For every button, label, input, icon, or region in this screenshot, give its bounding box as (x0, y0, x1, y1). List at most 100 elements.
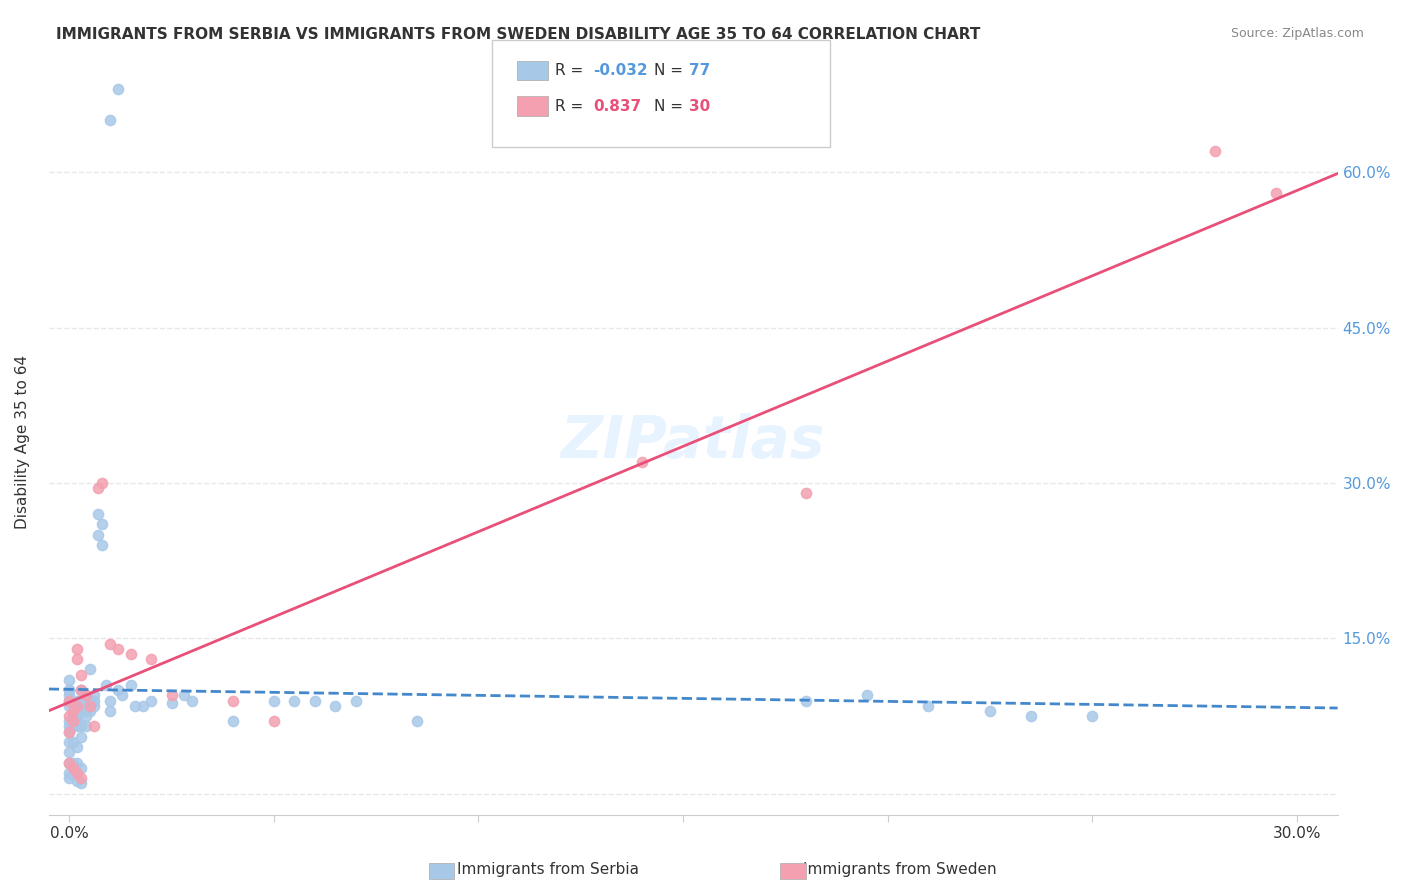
Point (160, 689, 183, 703)
Point (58, 719, 80, 733)
Text: ZIPatlas: ZIPatlas (561, 413, 825, 470)
Point (66, 766, 89, 780)
Point (91, 475, 114, 490)
Text: IMMIGRANTS FROM SERBIA VS IMMIGRANTS FROM SWEDEN DISABILITY AGE 35 TO 64 CORRELA: IMMIGRANTS FROM SERBIA VS IMMIGRANTS FRO… (56, 27, 980, 42)
Point (70, 771, 93, 785)
Point (70, 683, 93, 698)
Text: 77: 77 (689, 63, 710, 78)
Point (66, 652, 89, 666)
Point (58, 735, 80, 749)
Text: N =: N = (654, 63, 688, 78)
Point (58, 756, 80, 770)
Point (66, 693, 89, 707)
Point (107, 683, 129, 698)
Point (263, 693, 285, 707)
Point (62, 714, 84, 729)
Point (75, 709, 97, 723)
Text: N =: N = (654, 99, 688, 113)
Point (58, 724, 80, 739)
Point (58, 714, 80, 729)
Point (132, 698, 155, 713)
Text: 0.837: 0.837 (593, 99, 641, 113)
Text: Immigrants from Serbia: Immigrants from Serbia (457, 863, 640, 877)
Point (70, 719, 93, 733)
Point (83, 719, 105, 733)
Point (83, 698, 105, 713)
Point (160, 696, 183, 710)
Point (66, 704, 89, 718)
Point (62, 719, 84, 733)
Point (181, 693, 204, 707)
Point (58, 766, 80, 780)
Point (856, 689, 879, 703)
Point (98, 693, 121, 707)
Point (406, 714, 429, 729)
Point (62, 768, 84, 782)
Point (66, 698, 89, 713)
Point (75, 704, 97, 718)
Text: -0.032: -0.032 (593, 63, 648, 78)
Text: Immigrants from Sweden: Immigrants from Sweden (803, 863, 997, 877)
Text: 30: 30 (689, 99, 710, 113)
Point (58, 771, 80, 785)
Point (70, 776, 93, 790)
Point (98, 113, 121, 128)
Point (58, 683, 80, 698)
Point (979, 704, 1001, 718)
Point (58, 683, 80, 698)
Text: Source: ZipAtlas.com: Source: ZipAtlas.com (1230, 27, 1364, 40)
Point (1081, 709, 1104, 723)
Point (75, 719, 97, 733)
Point (98, 636, 121, 650)
Point (124, 698, 146, 713)
Point (79, 704, 101, 718)
Point (1204, 145, 1226, 159)
Point (120, 647, 142, 661)
Point (70, 698, 93, 713)
Point (75, 689, 97, 703)
Point (139, 652, 162, 666)
Point (58, 724, 80, 739)
Y-axis label: Disability Age 35 to 64: Disability Age 35 to 64 (15, 354, 30, 529)
Point (62, 704, 84, 718)
Point (79, 698, 101, 713)
Point (58, 693, 80, 707)
Point (62, 761, 84, 775)
Point (222, 693, 245, 707)
Point (917, 698, 939, 713)
Point (304, 693, 326, 707)
Point (58, 693, 80, 707)
Point (87, 481, 110, 495)
Point (283, 693, 305, 707)
Point (344, 693, 367, 707)
Text: R =: R = (555, 63, 589, 78)
Point (58, 709, 80, 723)
Point (794, 486, 817, 500)
Point (62, 709, 84, 723)
Point (79, 693, 101, 707)
Point (87, 507, 110, 521)
Point (263, 714, 285, 729)
Point (62, 756, 84, 770)
Point (70, 761, 93, 775)
Point (120, 678, 142, 692)
Point (107, 82, 129, 96)
Point (98, 704, 121, 718)
Point (58, 673, 80, 687)
Point (794, 693, 817, 707)
Point (66, 641, 89, 656)
Point (83, 693, 105, 707)
Point (91, 538, 114, 552)
Point (70, 683, 93, 698)
Point (70, 693, 93, 707)
Point (139, 693, 162, 707)
Point (111, 689, 134, 703)
Point (62, 714, 84, 729)
Point (79, 698, 101, 713)
Point (222, 714, 245, 729)
Point (66, 719, 89, 733)
Point (70, 730, 93, 744)
Point (91, 517, 114, 532)
Point (58, 698, 80, 713)
Point (79, 663, 101, 677)
